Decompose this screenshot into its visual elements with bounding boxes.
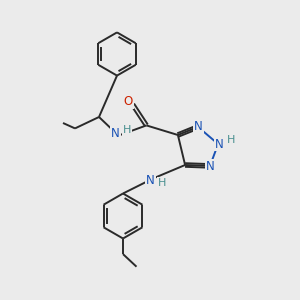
Text: N: N bbox=[194, 120, 203, 133]
Text: H: H bbox=[226, 135, 235, 146]
Text: N: N bbox=[111, 127, 120, 140]
Text: O: O bbox=[124, 95, 133, 108]
Text: H: H bbox=[123, 125, 131, 135]
Text: N: N bbox=[146, 173, 155, 187]
Text: N: N bbox=[215, 137, 224, 151]
Text: H: H bbox=[158, 178, 166, 188]
Text: N: N bbox=[206, 160, 215, 173]
